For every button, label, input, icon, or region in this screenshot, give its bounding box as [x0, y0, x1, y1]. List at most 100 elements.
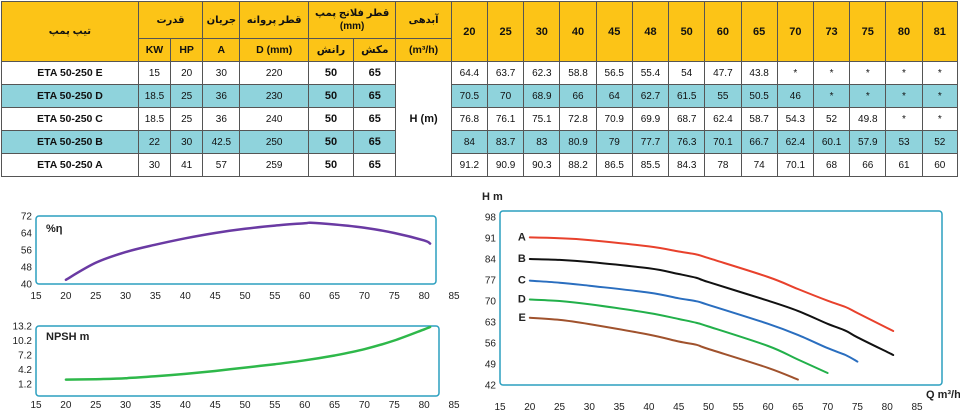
x-tick-label: 55: [733, 402, 745, 413]
y-tick-label: 40: [21, 280, 33, 291]
table-row: ETA 50-250 A 30 41 57 259 50 65 91.2 90.9 90.3 88.…: [1, 153, 959, 177]
model-header: تیپ پمپ: [1, 1, 139, 62]
hp-cell: 20: [170, 61, 204, 85]
head-value-cell: 90.3: [523, 153, 561, 177]
x-tick-label: 65: [329, 291, 341, 302]
head-value-cell: 55.4: [631, 61, 670, 85]
head-axis-label: H m: [482, 191, 503, 203]
amp-cell: 30: [202, 61, 241, 85]
head-value-cell: *: [849, 84, 887, 108]
x-tick-label: 35: [614, 402, 626, 413]
diameter-cell: 240: [239, 107, 309, 131]
head-value-cell: *: [812, 84, 851, 108]
x-tick-label: 65: [329, 400, 341, 411]
suction-cell: 65: [353, 153, 397, 177]
head-value-cell: 61: [885, 153, 923, 177]
amp-header: A: [202, 38, 241, 62]
head-value-cell: 70: [486, 84, 525, 108]
power-header: قدرت: [137, 1, 204, 39]
hp-cell: 41: [170, 153, 204, 177]
y-tick-label: 64: [21, 229, 33, 240]
head-value-cell: 60: [921, 153, 959, 177]
flow-value-header: 50: [668, 1, 706, 62]
x-tick-label: 25: [554, 402, 566, 413]
model-cell: ETA 50-250 E: [1, 61, 139, 85]
y-tick-label: 48: [21, 263, 33, 274]
x-tick-label: 35: [150, 291, 162, 302]
table-row: ETA 50-250 C 18.5 25 36 240 50 65 76.8 76.1 75.1 7…: [1, 107, 959, 131]
npsh-axis-label: NPSH m: [46, 331, 90, 343]
flow-value-header: 48: [631, 1, 670, 62]
head-value-cell: 43.8: [740, 61, 778, 85]
x-tick-label: 85: [448, 291, 460, 302]
flow-value-header: 20: [450, 1, 488, 62]
series-label: E: [518, 312, 525, 324]
head-value-cell: 70.1: [704, 130, 742, 154]
head-value-cell: 91.2: [450, 153, 488, 177]
y-tick-label: 13.2: [13, 322, 33, 333]
head-chart: 42 49 56 63 70 77 84 91 98 15 20 25 30 35 40 45 50 55 60 65…: [482, 191, 960, 413]
pump-spec-table: تیپ پمپ قدرت جریان قطر پروانه قطر فلانج …: [1, 1, 959, 177]
discharge-cell: 50: [307, 130, 355, 154]
flange-header: قطر فلانج پمپ (mm): [307, 1, 397, 39]
flow-axis-label: Q m³/h: [926, 389, 960, 401]
y-tick-label: 84: [485, 255, 497, 266]
x-tick-label: 35: [150, 400, 162, 411]
head-value-cell: 70.9: [595, 107, 633, 131]
series-line: [64, 221, 432, 282]
head-value-cell: *: [885, 107, 923, 131]
amp-cell: 57: [202, 153, 241, 177]
discharge-cell: 50: [307, 84, 355, 108]
head-value-cell: 50.5: [740, 84, 778, 108]
x-tick-label: 60: [299, 400, 311, 411]
head-value-cell: 46: [776, 84, 814, 108]
x-tick-label: 40: [180, 291, 192, 302]
y-tick-label: 77: [485, 276, 497, 287]
head-value-cell: *: [849, 61, 887, 85]
series-line: [528, 236, 895, 332]
head-value-cell: 68.9: [523, 84, 561, 108]
x-tick-label: 85: [911, 402, 923, 413]
x-tick-label: 20: [60, 400, 72, 411]
kw-cell: 18.5: [137, 84, 172, 108]
plot-frame: [499, 210, 943, 386]
y-tick-label: 7.2: [18, 351, 32, 362]
flow-value-header: 25: [486, 1, 525, 62]
head-value-cell: 62.7: [631, 84, 670, 108]
x-tick-label: 60: [763, 402, 775, 413]
head-value-cell: 54.3: [776, 107, 814, 131]
x-tick-label: 25: [90, 291, 102, 302]
x-tick-label: 55: [269, 400, 281, 411]
head-value-cell: 70.5: [450, 84, 488, 108]
discharge-cell: 50: [307, 107, 355, 131]
head-value-cell: 58.8: [559, 61, 597, 85]
suction-cell: 65: [353, 130, 397, 154]
amp-cell: 36: [202, 107, 241, 131]
y-tick-label: 1.2: [18, 380, 32, 391]
y-tick-label: 10.2: [13, 336, 33, 347]
y-tick-label: 56: [21, 246, 33, 257]
head-value-cell: 56.5: [595, 61, 633, 85]
kw-header: KW: [137, 38, 172, 62]
series-label: D: [518, 294, 526, 306]
plot-frame: [35, 325, 440, 397]
model-cell: ETA 50-250 A: [1, 153, 139, 177]
flow-value-header: 65: [740, 1, 778, 62]
head-value-cell: 66.7: [740, 130, 778, 154]
flow-unit-header: (m³/h): [395, 38, 452, 62]
x-tick-label: 30: [120, 291, 132, 302]
head-value-cell: 84.3: [668, 153, 706, 177]
head-value-cell: 64: [595, 84, 633, 108]
head-value-cell: *: [885, 61, 923, 85]
diameter-cell: 230: [239, 84, 309, 108]
y-tick-label: 91: [485, 234, 497, 245]
head-value-cell: *: [921, 61, 959, 85]
x-tick-label: 20: [524, 402, 536, 413]
npsh-chart: 1.2 4.2 7.2 10.2 13.2 15 20 25 30 35 40 45 50 55 60 65 7…: [13, 322, 460, 412]
head-value-cell: 85.5: [631, 153, 670, 177]
head-value-cell: 47.7: [704, 61, 742, 85]
head-value-cell: 78: [704, 153, 742, 177]
series-label: C: [518, 275, 526, 287]
x-tick-label: 75: [389, 291, 401, 302]
model-cell: ETA 50-250 D: [1, 84, 139, 108]
